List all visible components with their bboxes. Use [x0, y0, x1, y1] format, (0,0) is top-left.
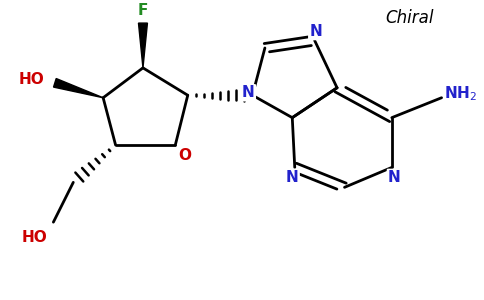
- Text: HO: HO: [19, 72, 45, 87]
- Text: N: N: [388, 170, 401, 185]
- Text: NH$_2$: NH$_2$: [444, 84, 477, 103]
- Text: F: F: [138, 3, 148, 18]
- Text: HO: HO: [22, 230, 48, 244]
- Text: N: N: [286, 170, 299, 185]
- Polygon shape: [54, 79, 103, 98]
- Polygon shape: [138, 23, 148, 68]
- Text: N: N: [242, 85, 255, 100]
- Text: Chiral: Chiral: [385, 9, 434, 27]
- Text: O: O: [178, 148, 191, 164]
- Text: N: N: [309, 24, 322, 39]
